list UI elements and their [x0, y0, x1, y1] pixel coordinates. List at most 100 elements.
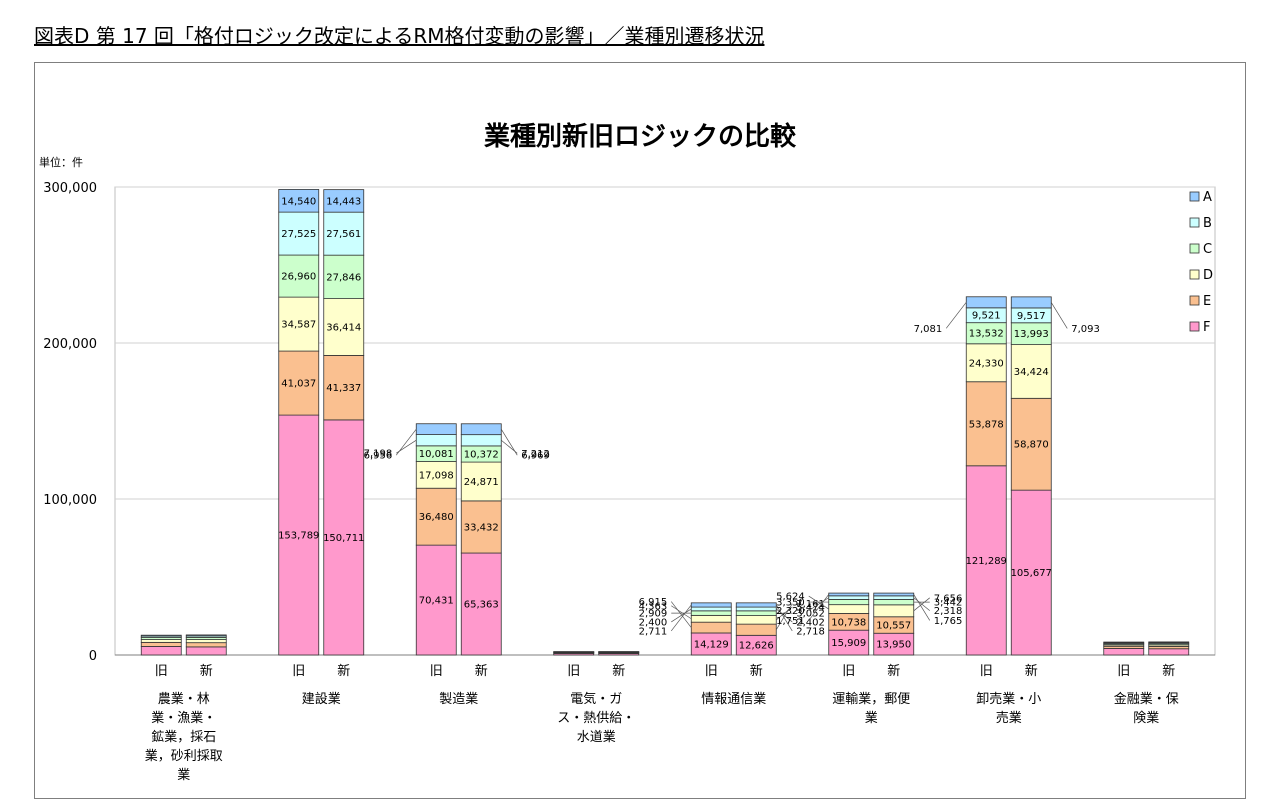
- page-title: 図表D 第 17 回「格付ロジック改定によるRM格付変動の影響」／業種別遷移状況: [34, 24, 765, 48]
- bar-label: 新: [612, 663, 625, 679]
- bar-segment-A: [735, 602, 777, 608]
- bar-segment-D: [828, 604, 870, 614]
- data-label: 27,561: [326, 229, 361, 240]
- bar-segment-E: [460, 500, 502, 554]
- bar-segment-D: [873, 604, 915, 618]
- data-label: 3,442: [934, 598, 963, 609]
- category-label: 卸売業・小: [976, 691, 1041, 707]
- bar-segment-E: [185, 642, 227, 648]
- data-label: 36,480: [419, 512, 454, 523]
- bar-segment-C: [735, 610, 777, 616]
- legend-label: B: [1203, 216, 1212, 231]
- leader-line: [671, 608, 692, 623]
- bar-label: 旧: [1117, 664, 1130, 679]
- chart-frame: 業種別新旧ロジックの比較 単位：件 0 100,000 200,000 300,000 旧 新…: [34, 62, 1246, 799]
- category-label: 業，砂利採取: [145, 748, 223, 764]
- category-label: 険業: [1133, 710, 1159, 726]
- data-label: 10,738: [831, 617, 866, 628]
- data-label: 24,330: [969, 358, 1004, 369]
- bar-segment-C: [828, 599, 870, 606]
- bar-segment-A: [415, 423, 457, 435]
- bar-segment-A: [1010, 296, 1052, 309]
- bar-segment-D: [323, 298, 365, 356]
- data-label: 70,431: [419, 596, 454, 607]
- bar-segment-F: [965, 465, 1007, 656]
- legend-swatch-E: [1189, 295, 1200, 306]
- data-label: 12,626: [739, 641, 774, 652]
- leader-line: [775, 603, 793, 630]
- data-label: 53,878: [969, 419, 1004, 430]
- bar-segment-C: [690, 610, 732, 616]
- data-label: 10,081: [419, 449, 454, 460]
- category-label: 鉱業，採石: [151, 729, 216, 745]
- data-label: 10,372: [464, 449, 499, 460]
- bar-segment-C: [873, 599, 915, 606]
- bar-segment-F: [140, 646, 182, 656]
- bar-segment-A: [690, 602, 732, 608]
- leader-line: [913, 594, 931, 621]
- category-label: 水道業: [577, 729, 616, 745]
- bar-segment-A: [1148, 641, 1190, 644]
- legend-label: F: [1203, 320, 1210, 335]
- y-tick-label: 100,000: [43, 493, 97, 508]
- bar-label: 旧: [980, 664, 993, 679]
- bar-segment-B: [735, 606, 777, 612]
- data-label: 14,540: [281, 196, 316, 207]
- bar-label: 新: [887, 663, 900, 679]
- bar-segment-A: [873, 592, 915, 597]
- data-label: 2,318: [934, 606, 963, 617]
- data-label: 65,363: [464, 600, 499, 611]
- bar-label: 旧: [842, 664, 855, 679]
- bar-segment-B: [415, 434, 457, 447]
- bar-segment-D: [185, 639, 227, 644]
- data-label: 3,350: [776, 598, 805, 609]
- bar-label: 新: [200, 663, 213, 679]
- data-label: 7,161: [796, 599, 825, 610]
- leader-line: [1050, 302, 1068, 329]
- data-label: 41,337: [326, 383, 361, 394]
- leader-line: [775, 604, 793, 632]
- data-label: 3,052: [796, 609, 825, 620]
- bar-segment-D: [140, 639, 182, 643]
- bar-label: 旧: [567, 664, 580, 679]
- data-label: 2,320: [776, 606, 805, 617]
- data-label: 7,081: [914, 324, 943, 335]
- legend-label: E: [1203, 294, 1211, 309]
- bar-segment-F: [278, 414, 320, 656]
- legend-label: D: [1203, 268, 1213, 283]
- bar-segment-A: [1103, 641, 1145, 644]
- chart-title: 業種別新旧ロジックの比較: [484, 121, 797, 152]
- leader-line: [670, 604, 692, 632]
- y-tick-label: 0: [89, 649, 97, 664]
- category-label: 金融業・保: [1114, 691, 1179, 707]
- data-label: 4,363: [639, 601, 668, 612]
- category-label: 運輸業，郵便: [832, 691, 910, 707]
- bar-segment-D: [415, 461, 457, 489]
- data-label: 2,718: [796, 626, 825, 637]
- data-label: 5,624: [776, 592, 805, 603]
- bar-segment-B: [690, 606, 732, 612]
- data-label: 1,751: [776, 616, 805, 627]
- bar-segment-A: [323, 189, 365, 213]
- legend-swatch-D: [1189, 269, 1200, 280]
- bar-segment-B: [873, 595, 915, 600]
- bar-label: 新: [475, 663, 488, 679]
- bar-segment-A: [828, 592, 870, 597]
- leader-line: [671, 605, 692, 620]
- data-label: 10,557: [876, 621, 911, 632]
- data-label: 14,129: [694, 639, 729, 650]
- data-label: 105,677: [1011, 568, 1052, 579]
- bar-segment-F: [415, 544, 457, 656]
- leader-line: [500, 429, 518, 456]
- legend-label: A: [1203, 190, 1212, 205]
- data-label: 153,789: [278, 531, 319, 542]
- data-label: 33,432: [464, 522, 499, 533]
- data-label: 2,711: [639, 626, 668, 637]
- data-label: 13,993: [1014, 329, 1049, 340]
- leader-line: [776, 608, 793, 623]
- legend-swatch-B: [1189, 217, 1200, 228]
- bar-segment-F: [1148, 648, 1190, 656]
- bar-segment-A: [185, 634, 227, 637]
- data-label: 36,414: [326, 323, 361, 334]
